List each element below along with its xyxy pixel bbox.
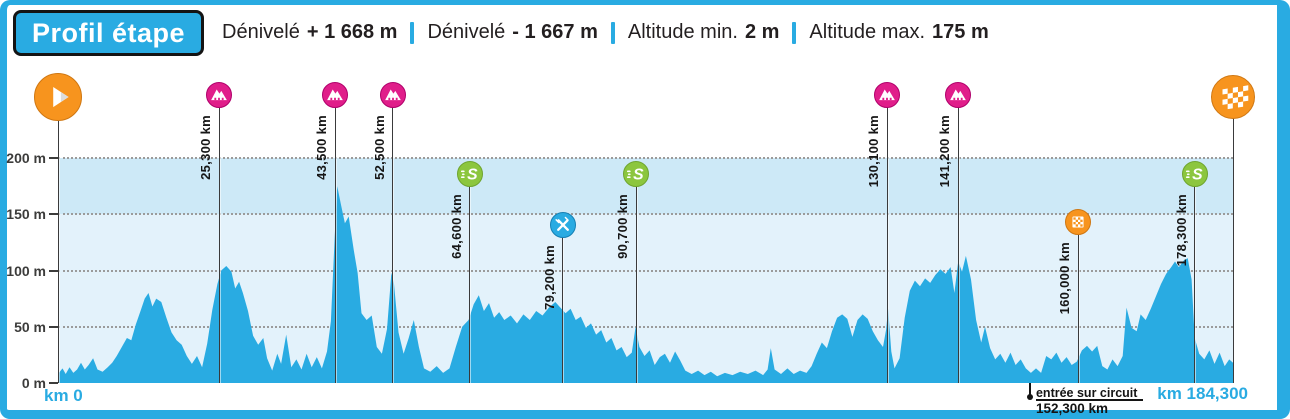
annotation-title: entrée sur circuit bbox=[1035, 387, 1144, 401]
y-axis-tick bbox=[49, 157, 58, 159]
marker-km-label: 43,500 km bbox=[314, 115, 330, 180]
y-axis-tick-label: 0 m bbox=[21, 375, 46, 391]
climb-marker-line bbox=[218, 95, 220, 383]
marker-km-label: 178,300 km bbox=[1173, 194, 1189, 267]
circuit-marker bbox=[1065, 209, 1092, 235]
feed-marker-line bbox=[562, 225, 564, 383]
climb-marker bbox=[874, 82, 901, 108]
stat-altitude-max: Altitude max. 175 m bbox=[809, 21, 989, 43]
sprint-icon: S bbox=[460, 167, 478, 184]
svg-text:S: S bbox=[633, 167, 644, 184]
stat-altitude-min: Altitude min. 2 m bbox=[627, 21, 780, 43]
x-axis-start-label: km 0 bbox=[44, 386, 83, 405]
marker-km-label: 160,000 km bbox=[1057, 242, 1073, 315]
sprint-marker-line bbox=[1194, 174, 1196, 383]
header-stats: Dénivelé + 1 668 m Dénivelé - 1 667 m Al… bbox=[222, 21, 989, 44]
y-axis-tick-label: 200 m bbox=[6, 150, 46, 166]
annotation-tick bbox=[1028, 383, 1031, 396]
climb-marker bbox=[206, 82, 233, 108]
stat-separator bbox=[792, 21, 797, 44]
feed-marker bbox=[549, 212, 576, 238]
climb-marker bbox=[945, 82, 972, 108]
marker-km-label: 52,500 km bbox=[371, 115, 387, 180]
sprint-icon: S bbox=[627, 167, 644, 184]
marker-km-label: 90,700 km bbox=[615, 194, 631, 259]
climb-mountain-icon bbox=[950, 89, 967, 101]
sprint-marker-line bbox=[635, 174, 637, 383]
circuit-marker-line bbox=[1077, 222, 1079, 383]
y-axis-tick bbox=[49, 269, 58, 272]
feed-zone-cutlery-icon bbox=[555, 216, 569, 231]
climb-mountain-icon bbox=[879, 89, 896, 101]
annotation-km: 152,300 km bbox=[1035, 401, 1109, 416]
sprint-marker: S bbox=[456, 161, 483, 187]
circuit-entry-icon bbox=[1072, 216, 1084, 228]
gridline-150m bbox=[58, 213, 1233, 216]
sprint-icon: S bbox=[1185, 167, 1203, 184]
stat-elevation-loss: Dénivelé - 1 667 m bbox=[427, 21, 598, 43]
x-axis-end-label: km 184,300 bbox=[1157, 384, 1248, 403]
climb-mountain-icon bbox=[384, 89, 401, 101]
sprint-marker-line bbox=[469, 174, 471, 383]
page-title-text: Profil étape bbox=[32, 18, 186, 48]
gridline-50m bbox=[58, 325, 1233, 328]
y-axis-tick-label: 50 m bbox=[14, 318, 46, 335]
sprint-marker: S bbox=[623, 161, 650, 187]
start-marker-line bbox=[57, 97, 59, 383]
marker-km-label: 25,300 km bbox=[198, 115, 214, 180]
checkered-flag-icon bbox=[1222, 85, 1249, 110]
gridline-200m bbox=[58, 157, 1233, 159]
climb-marker-line bbox=[392, 95, 394, 383]
climb-marker-line bbox=[886, 95, 888, 383]
play-icon bbox=[53, 86, 69, 108]
climb-mountain-icon bbox=[327, 89, 344, 101]
climb-marker bbox=[322, 82, 349, 108]
marker-km-label: 64,600 km bbox=[448, 194, 464, 259]
start-marker bbox=[34, 73, 82, 121]
climb-marker bbox=[379, 82, 406, 108]
y-axis-tick-label: 150 m bbox=[6, 206, 46, 223]
y-axis-tick bbox=[49, 382, 58, 384]
svg-text:S: S bbox=[1192, 167, 1203, 184]
finish-marker-line bbox=[1232, 97, 1234, 383]
stat-elevation-gain: Dénivelé + 1 668 m bbox=[222, 21, 398, 43]
sprint-marker: S bbox=[1181, 161, 1208, 187]
climb-marker-line bbox=[334, 95, 336, 383]
annotation-dot bbox=[1026, 394, 1033, 400]
page-title: Profil étape bbox=[13, 10, 205, 56]
svg-text:S: S bbox=[467, 167, 478, 184]
stat-separator bbox=[410, 21, 415, 44]
climb-mountain-icon bbox=[211, 89, 228, 101]
climb-marker-line bbox=[957, 95, 959, 383]
finish-marker bbox=[1211, 75, 1255, 119]
marker-km-label: 79,200 km bbox=[541, 245, 557, 310]
y-axis-tick-label: 100 m bbox=[6, 262, 46, 279]
stat-separator bbox=[610, 21, 615, 44]
gridline-100m bbox=[58, 269, 1233, 272]
y-axis-tick bbox=[49, 325, 58, 328]
y-axis-tick bbox=[49, 213, 58, 216]
marker-km-label: 141,200 km bbox=[937, 115, 953, 188]
marker-km-label: 130,100 km bbox=[866, 115, 882, 188]
